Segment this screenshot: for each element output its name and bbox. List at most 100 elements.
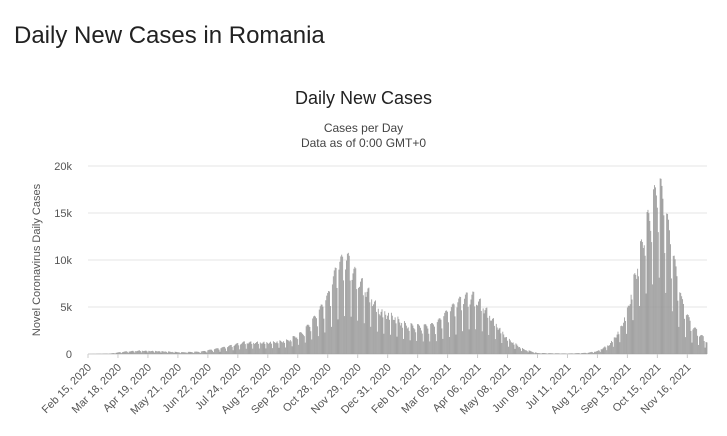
daily-case-bar: [626, 333, 627, 354]
daily-case-bar: [252, 348, 254, 354]
y-axis-label: Novel Coronavirus Daily Cases: [31, 183, 43, 336]
daily-case-bar: [227, 347, 228, 354]
daily-case-bar: [199, 352, 201, 354]
daily-case-bar: [341, 254, 343, 354]
daily-case-bar: [654, 185, 655, 354]
daily-case-bar: [192, 352, 194, 354]
daily-case-bar: [194, 351, 196, 354]
y-tick-label: 10k: [54, 255, 72, 267]
daily-case-bar: [578, 353, 580, 354]
daily-case-bar: [631, 299, 633, 354]
daily-case-bar: [321, 304, 323, 354]
daily-case-bar: [369, 302, 371, 354]
daily-case-bar: [164, 351, 166, 354]
daily-case-bar: [169, 351, 171, 354]
daily-case-bar: [495, 323, 497, 354]
daily-case-bar: [454, 316, 456, 354]
daily-case-bar: [214, 348, 216, 354]
daily-case-bar: [340, 256, 342, 354]
daily-case-bar: [434, 326, 435, 354]
daily-case-bar: [240, 344, 242, 354]
daily-case-bar: [261, 343, 263, 354]
daily-case-bar: [224, 346, 226, 354]
daily-case-bar: [206, 352, 208, 354]
daily-case-bar: [681, 296, 683, 354]
daily-case-bar: [512, 342, 514, 354]
daily-case-bar: [459, 296, 461, 354]
daily-case-bar: [381, 309, 383, 354]
daily-case-bar: [188, 351, 190, 354]
daily-case-bar: [534, 353, 536, 354]
daily-case-bar: [387, 315, 389, 354]
daily-case-bar: [525, 350, 527, 354]
daily-case-bar: [421, 333, 423, 354]
daily-case-bar: [536, 352, 537, 354]
daily-case-bar: [400, 325, 402, 354]
daily-case-bar: [619, 342, 621, 354]
daily-case-bar: [355, 268, 357, 354]
daily-case-bar: [182, 352, 183, 354]
daily-case-bar: [499, 327, 501, 354]
daily-case-bar: [201, 351, 203, 354]
daily-case-bar: [686, 314, 688, 354]
daily-case-bar: [680, 293, 682, 354]
daily-case-bar: [464, 294, 466, 354]
daily-case-bar: [383, 333, 385, 354]
daily-case-bar: [614, 337, 616, 354]
daily-case-bar: [269, 342, 271, 354]
daily-case-bar: [450, 307, 452, 354]
daily-case-bar: [539, 353, 541, 354]
daily-case-bar: [493, 318, 494, 354]
daily-case-bar: [431, 323, 433, 354]
daily-case-bar: [443, 316, 445, 354]
daily-case-bar: [360, 281, 361, 354]
daily-case-bar: [197, 351, 198, 354]
daily-case-bar: [693, 328, 695, 354]
daily-case-bar: [386, 319, 388, 354]
daily-case-bar: [235, 343, 237, 354]
daily-case-bar: [236, 343, 238, 354]
daily-case-bar: [390, 312, 392, 354]
daily-case-bar: [691, 342, 693, 354]
daily-case-bar: [587, 352, 589, 354]
daily-case-bar: [597, 350, 599, 354]
daily-case-bar: [420, 330, 422, 354]
daily-case-bar: [449, 311, 451, 354]
daily-case-bar: [141, 350, 143, 354]
daily-case-bar: [625, 320, 626, 354]
daily-case-bar: [330, 306, 331, 354]
daily-case-bar: [496, 327, 498, 354]
daily-case-bar: [520, 348, 522, 354]
daily-case-bar: [314, 315, 315, 354]
daily-case-bar: [328, 290, 330, 354]
daily-case-bar: [150, 351, 152, 354]
daily-case-bar: [209, 349, 211, 354]
daily-case-bar: [116, 352, 118, 354]
daily-case-bar: [644, 255, 646, 354]
daily-case-bar: [509, 340, 511, 354]
daily-case-bar: [618, 334, 620, 354]
daily-case-bar: [432, 323, 433, 354]
daily-case-bar: [658, 277, 660, 354]
daily-case-bar: [331, 284, 333, 354]
daily-case-bar: [207, 350, 209, 354]
daily-case-bar: [576, 353, 578, 354]
daily-case-bar: [183, 352, 185, 354]
daily-case-bar: [322, 306, 324, 354]
daily-case-bar: [697, 335, 699, 354]
daily-case-bar: [313, 316, 315, 354]
daily-case-bar: [187, 351, 189, 354]
daily-case-bar: [367, 288, 369, 354]
daily-case-bar: [140, 352, 142, 354]
daily-case-bar: [545, 353, 547, 354]
daily-case-bar: [517, 345, 519, 354]
daily-case-bar: [439, 318, 441, 354]
daily-case-bar: [168, 351, 169, 354]
daily-case-bar: [698, 344, 699, 354]
daily-case-bar: [460, 296, 462, 354]
daily-case-bar: [596, 351, 597, 354]
daily-case-bar: [682, 299, 684, 354]
daily-case-bar: [466, 292, 468, 354]
daily-case-bar: [595, 351, 596, 354]
